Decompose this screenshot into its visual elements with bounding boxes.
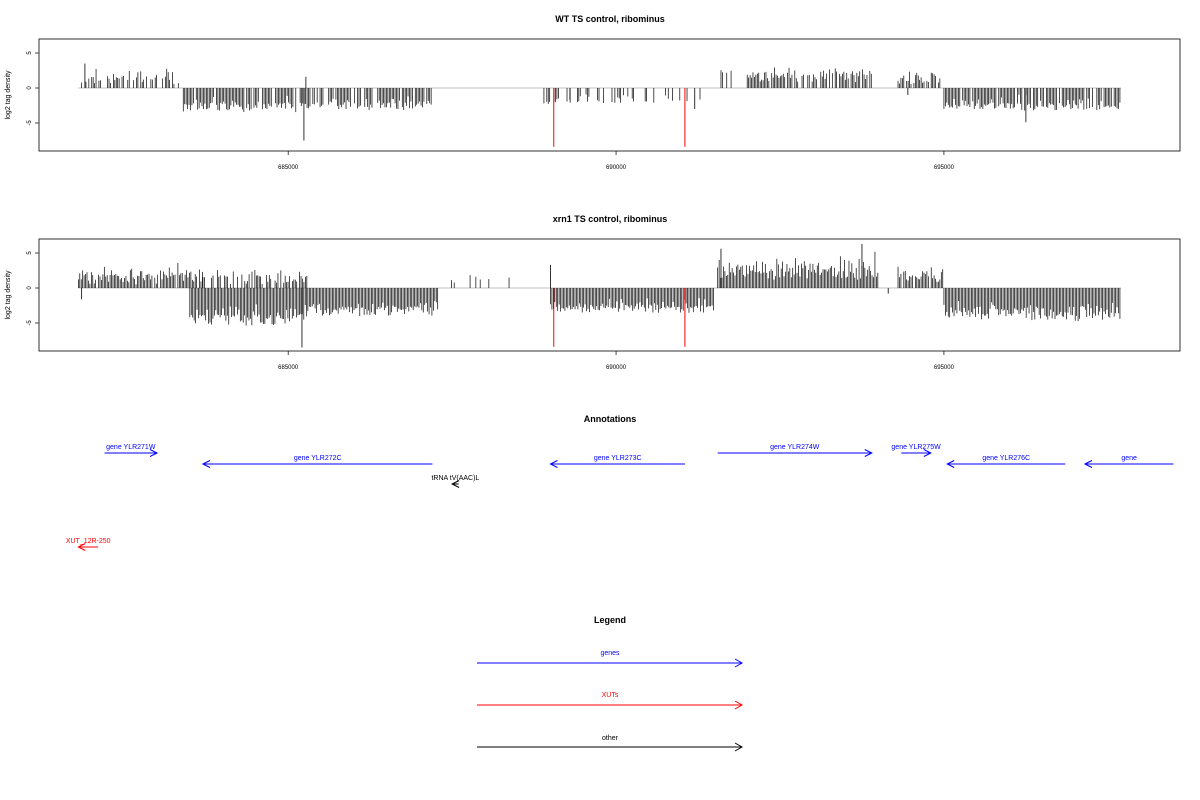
legend-title: Legend [594,615,626,625]
annotation-feature: gene YLR274W [717,444,873,457]
legend-xuts-arrowhead [734,700,744,710]
x-tick-label: 690000 [606,365,627,371]
feature-arrowhead [946,460,955,468]
wt-panel: WT TS control, ribominus log2 tag densit… [5,14,1181,171]
y-tick-label: -5 [27,320,33,326]
feature-arrowhead [923,449,932,457]
feature-arrowhead [549,460,558,468]
annotation-feature: gene YLR276C [946,455,1066,468]
feature-arrowhead [201,460,211,468]
feature-label: gene YLR275W [891,444,941,451]
legend-xuts-label: XUTs [602,692,619,699]
wt-signal-bars [78,63,1121,147]
wt-plot-frame [38,38,1181,152]
feature-label: gene YLR274W [770,444,820,451]
feature-label: tRNA tV(AAC)L [431,475,479,482]
x-tick-label: 695000 [934,165,955,171]
feature-label: gene [1121,455,1137,462]
feature-label: gene YLR273C [594,455,642,462]
feature-label: gene YLR272C [294,455,342,462]
feature-arrowhead [149,449,159,457]
legend: Legend genes XUTs other [477,615,744,752]
x-tick-label: 695000 [934,365,955,371]
annotation-feature: gene YLR273C [549,455,685,468]
legend-genes-label: genes [600,650,620,657]
xrn1-signal-bars [77,243,1121,348]
xrn1-y-axis-label: log2 tag density [5,270,12,320]
feature-label: gene YLR276C [982,455,1030,462]
y-tick-label: -5 [27,120,33,126]
y-tick-label: 0 [27,286,33,290]
y-tick-label: 5 [27,251,33,255]
feature-arrowhead [451,480,460,488]
annotations-title: Annotations [584,414,637,424]
x-tick-label: 690000 [606,165,627,171]
legend-genes-arrowhead [734,658,744,668]
legend-other-arrowhead [734,742,744,752]
xrn1-plot-frame [38,238,1181,352]
x-tick-label: 685000 [278,365,299,371]
annotation-feature: gene YLR275W [891,444,941,457]
annotation-feature: gene YLR271W [104,444,159,457]
annotation-feature: tRNA tV(AAC)L [431,475,479,488]
feature-arrowhead [77,543,86,551]
feature-label: XUT_12R-250 [66,538,111,545]
y-tick-label: 0 [27,86,33,90]
y-tick-label: 5 [27,51,33,55]
xrn1-panel: xrn1 TS control, ribominus log2 tag dens… [5,214,1181,371]
xrn1-panel-title: xrn1 TS control, ribominus [553,214,668,224]
feature-arrowhead [1083,460,1093,468]
annotation-feature: XUT_12R-250 [66,538,111,551]
wt-axes: 685000 690000 695000 -5 0 5 [27,51,955,171]
feature-arrowhead [864,449,873,457]
annotation-feature: gene [1083,455,1174,468]
feature-label: gene YLR271W [106,444,156,451]
annotation-feature: gene YLR272C [201,455,433,468]
legend-other-label: other [602,735,619,742]
x-tick-label: 685000 [278,165,299,171]
annotations-track: Annotations gene YLR271W gene YLR272C tRNA… [66,414,1174,551]
feature-layer: gene YLR271W gene YLR272C tRNA tV(AAC)L gen… [66,444,1174,551]
xrn1-axes: 685000 690000 695000 -5 0 5 [27,251,955,371]
wt-y-axis-label: log2 tag density [5,70,12,120]
wt-panel-title: WT TS control, ribominus [555,14,665,24]
